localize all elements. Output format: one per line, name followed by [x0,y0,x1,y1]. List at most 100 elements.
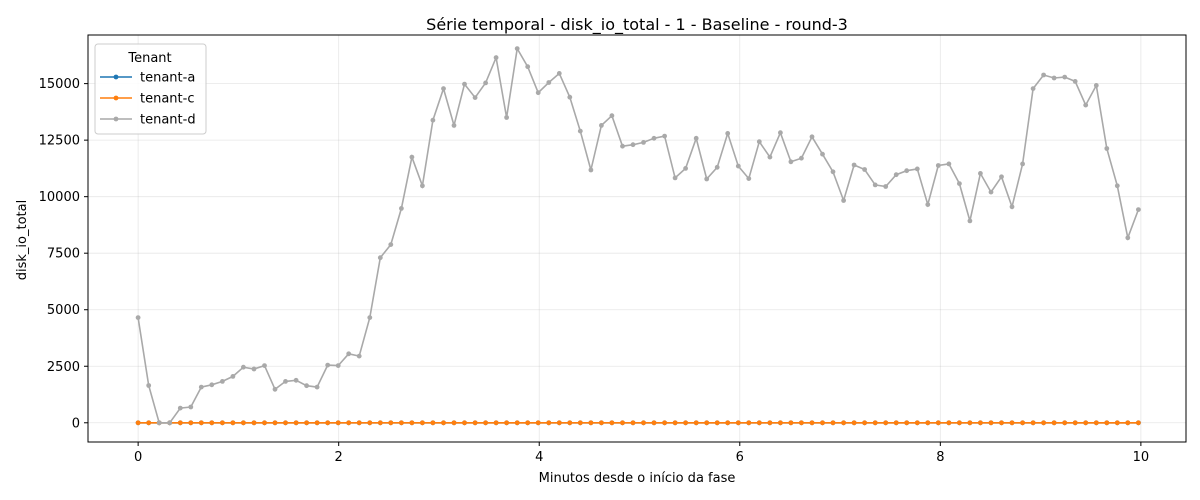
data-point [504,115,509,120]
data-point [409,154,415,160]
data-point [1093,83,1099,88]
data-point [493,420,499,426]
data-point [230,420,236,426]
data-point [1125,420,1131,426]
data-point [262,420,267,426]
x-tick-label: 6 [736,450,744,465]
data-point [525,64,531,70]
data-point [1083,102,1089,108]
data-point [304,383,309,389]
data-point [146,383,152,388]
data-point [356,420,362,426]
data-point [746,176,752,182]
legend-item-tenant-a: tenant-a [100,71,195,86]
data-point [746,420,752,426]
plot-frame [87,34,1187,443]
data-point [241,364,246,370]
data-point [683,420,688,426]
data-point [841,420,846,426]
data-point [177,405,183,411]
data-point [504,420,509,426]
data-point [556,420,562,426]
data-point [483,420,488,426]
data-point [251,420,257,426]
data-point [188,420,194,426]
data-point [714,420,720,426]
data-point [377,420,383,426]
y-tick-label: 5000 [47,303,80,318]
data-point [156,420,162,426]
data-point [483,80,488,86]
x-tick-label: 2 [335,450,343,465]
data-point [441,86,446,91]
data-point [462,81,467,87]
x-tick-label: 0 [134,450,142,465]
data-point [851,420,857,426]
data-point [1114,183,1120,189]
data-point [1083,420,1089,426]
data-point [283,420,288,426]
data-point [788,420,794,426]
data-point [1051,75,1057,81]
data-point [914,420,920,426]
data-point [588,167,594,173]
x-axis-label: Minutos desde o início da fase [539,471,736,486]
data-point [1030,420,1036,426]
data-point [1020,161,1025,167]
data-point [546,420,552,426]
data-point [999,420,1004,426]
data-point [198,420,204,426]
data-point [462,420,467,426]
data-point [546,80,552,85]
data-point [1072,79,1078,84]
data-point [767,420,773,426]
data-point [978,171,983,176]
data-point [146,420,152,426]
data-point [377,255,383,261]
data-point [651,135,657,141]
data-point [809,420,815,426]
data-point [999,174,1004,180]
data-point [220,420,225,426]
data-point [662,133,667,139]
y-tick-label: 15000 [39,77,80,92]
data-point [472,420,478,426]
data-point [693,135,699,141]
data-point [567,94,573,100]
data-point [325,420,331,426]
data-point [883,184,889,189]
data-point [957,181,962,187]
data-point [1136,207,1141,213]
data-point [1041,72,1046,78]
data-point [935,420,941,426]
chart-title: Série temporal - disk_io_total - 1 - Bas… [426,15,848,35]
data-point [957,420,962,426]
data-point [609,420,615,426]
data-point [978,420,983,426]
data-point [1072,420,1078,426]
data-point [293,420,299,426]
data-point [799,420,804,426]
series-tenant-d [135,46,1141,426]
data-point [725,131,731,136]
data-point [230,374,236,379]
data-point [788,159,794,165]
data-point [851,162,857,168]
data-point [672,175,678,181]
x-tick-label: 8 [936,450,944,465]
x-tick-label: 10 [1133,450,1150,465]
data-point [209,420,215,426]
data-point [535,420,541,426]
data-point [893,172,899,178]
data-point [430,420,436,426]
data-point [641,140,646,145]
data-point [820,151,825,157]
data-point [914,166,920,172]
data-point [809,134,815,140]
data-point [620,143,625,149]
data-point [830,420,836,426]
data-point [1136,420,1141,426]
data-point [451,420,457,426]
data-point [241,420,246,426]
